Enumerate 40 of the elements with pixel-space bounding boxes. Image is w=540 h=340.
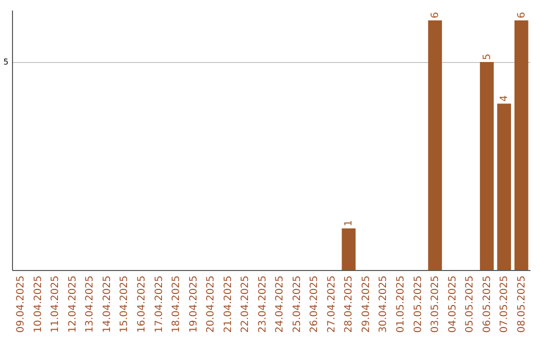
x-tick-label: 21.04.2025 [222,276,234,333]
x-tick-label: 02.05.2025 [412,276,424,333]
x-tick-label: 04.05.2025 [447,276,458,333]
bar [428,20,442,270]
x-tick-label: 08.05.2025 [516,276,528,333]
x-tick-label: 29.04.2025 [360,276,372,333]
x-tick-label: 19.04.2025 [188,276,200,333]
bar [497,104,512,270]
x-tick-label: 26.04.2025 [309,276,320,333]
x-tick-label: 17.04.2025 [154,276,165,333]
x-tick-label: 03.05.2025 [430,276,442,333]
bar [514,20,528,270]
x-tick-label: 13.04.2025 [84,276,96,333]
x-tick-label: 12.04.2025 [67,276,78,333]
x-tick-label: 18.04.2025 [171,276,182,333]
bar [342,228,356,270]
x-tick-label: 09.04.2025 [16,276,27,333]
x-tick-label: 22.04.2025 [240,276,252,333]
x-tick-label: 11.04.2025 [50,276,62,333]
x-tick-label: 20.04.2025 [206,276,217,333]
x-tick-label: 07.05.2025 [499,276,510,333]
x-tick-label: 28.04.2025 [344,276,355,333]
data-label: 4 [499,95,510,102]
x-tick-label: 30.04.2025 [378,276,390,333]
x-tick-label: 15.04.2025 [119,276,130,333]
x-tick-label: 24.04.2025 [274,276,286,333]
x-tick-label: 05.05.2025 [464,276,476,333]
x-tick-label: 16.04.2025 [136,276,148,333]
x-tick-label: 27.04.2025 [326,276,338,333]
x-tick-label: 06.05.2025 [482,276,493,333]
x-tick-label: 01.05.2025 [396,276,406,333]
data-label: 1 [344,220,355,226]
x-tick-label: 14.04.2025 [102,276,113,333]
data-label: 6 [516,12,528,18]
data-label: 5 [482,54,493,60]
x-tick-label: 23.04.2025 [257,276,268,333]
x-tick-label: 10.04.2025 [32,276,44,333]
x-tick-label: 25.04.2025 [292,276,303,333]
data-label: 6 [430,12,442,18]
bar [480,62,494,270]
